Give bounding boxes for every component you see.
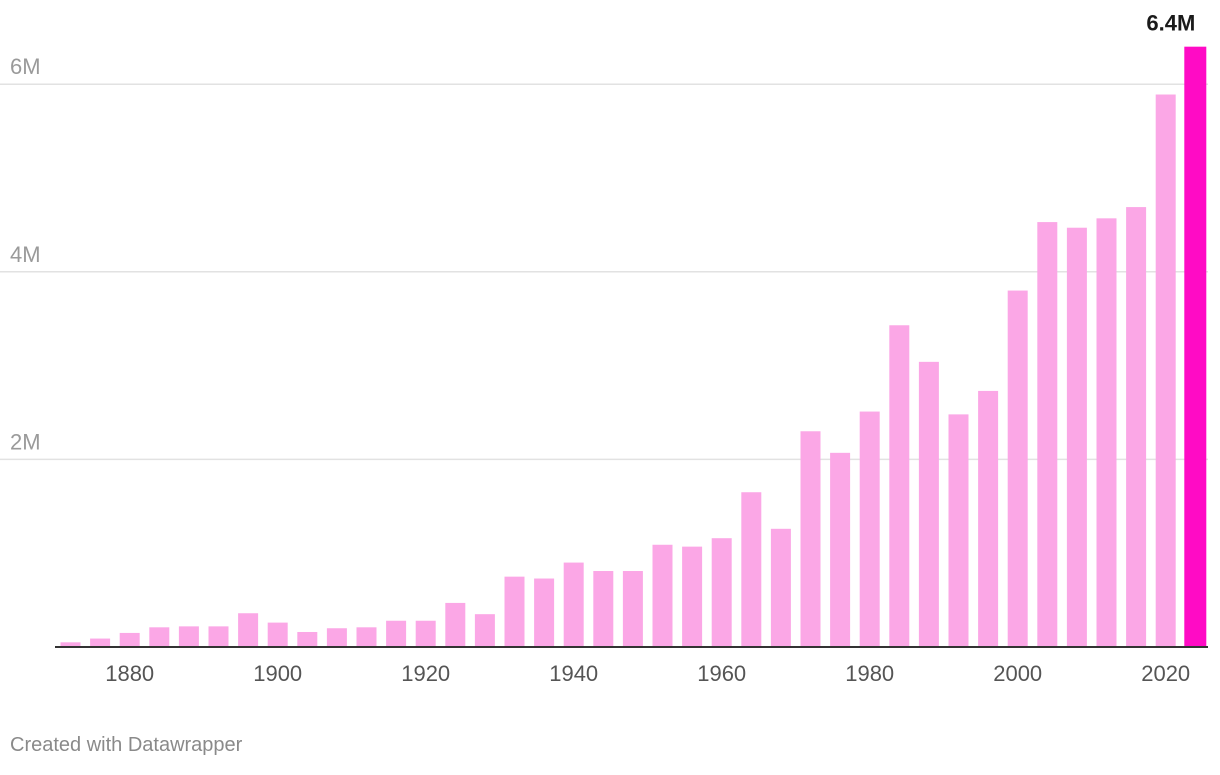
bar — [622, 571, 643, 647]
bar — [563, 562, 584, 647]
bar — [859, 411, 880, 647]
bar — [652, 544, 673, 647]
bar — [90, 638, 111, 647]
bar — [1007, 290, 1028, 647]
bar — [770, 528, 791, 647]
bar — [297, 631, 318, 647]
gridlines: 2M 4M 6M — [0, 54, 1208, 461]
y-tick-label: 6M — [10, 54, 41, 79]
bar — [1037, 222, 1058, 647]
bar — [534, 578, 555, 647]
bar — [830, 452, 851, 647]
bar — [1126, 207, 1147, 647]
x-tick-label: 2020 — [1141, 661, 1190, 686]
bar — [60, 642, 81, 647]
bar-highlight — [1184, 46, 1207, 648]
bar — [682, 546, 703, 647]
x-axis: 1880 1900 1920 1940 1960 1980 2000 2020 — [55, 646, 1208, 686]
labels: 6.4M — [1146, 11, 1195, 36]
bar — [711, 538, 732, 647]
x-tick-label: 1900 — [253, 661, 302, 686]
bar — [918, 361, 939, 647]
bar — [445, 602, 466, 647]
bar — [741, 492, 762, 647]
bar — [1155, 94, 1176, 647]
bar — [978, 390, 999, 647]
data-label-highlight: 6.4M — [1146, 11, 1195, 36]
bar — [356, 627, 377, 647]
bar — [1096, 218, 1117, 648]
bar — [889, 325, 910, 647]
bar — [504, 576, 525, 647]
bar — [149, 627, 170, 647]
x-tick-label: 1980 — [845, 661, 894, 686]
bar — [1066, 227, 1087, 648]
bar — [800, 431, 821, 647]
x-tick-label: 1880 — [105, 661, 154, 686]
bar — [326, 628, 347, 647]
bar — [948, 414, 969, 647]
bar — [267, 622, 288, 647]
x-tick-label: 2000 — [993, 661, 1042, 686]
x-tick-label: 1940 — [549, 661, 598, 686]
bar — [593, 571, 614, 647]
y-tick-label: 2M — [10, 429, 41, 454]
bar — [208, 626, 229, 647]
x-tick-label: 1960 — [697, 661, 746, 686]
bar — [178, 626, 199, 647]
bars — [60, 46, 1207, 648]
bar — [386, 620, 407, 647]
bar — [119, 632, 140, 647]
credit-text: Created with Datawrapper — [10, 734, 243, 756]
bar — [238, 613, 259, 647]
bar — [474, 614, 495, 647]
x-tick-label: 1920 — [401, 661, 450, 686]
y-tick-label: 4M — [10, 242, 41, 267]
bar — [415, 620, 436, 647]
